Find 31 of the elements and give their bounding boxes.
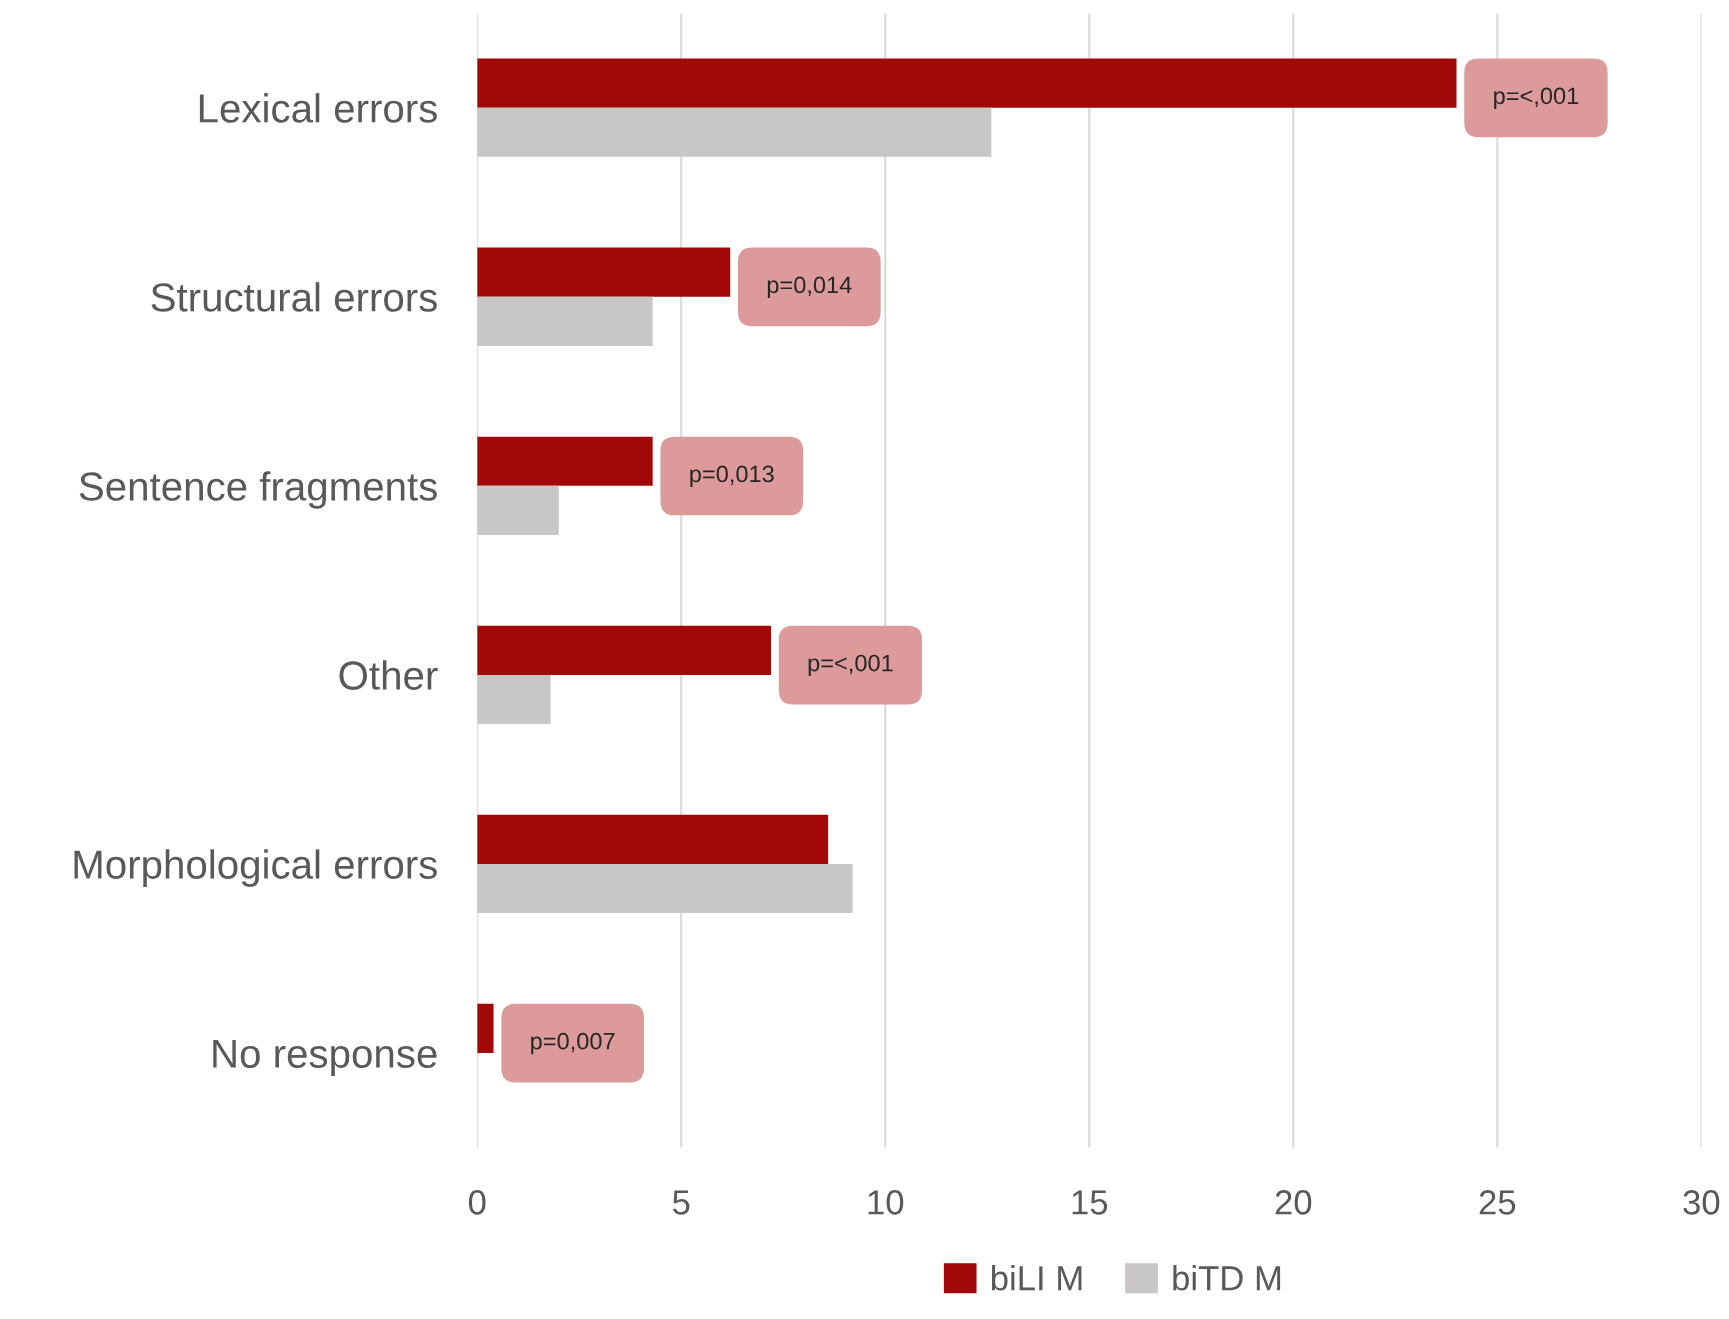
x-tick-label: 20 bbox=[1275, 1190, 1312, 1215]
x-tick-label: 15 bbox=[1072, 1190, 1108, 1215]
legend-label: biTD M bbox=[1173, 1265, 1281, 1291]
bar bbox=[477, 863, 853, 914]
bar bbox=[477, 814, 829, 864]
x-tick-label: 30 bbox=[1683, 1190, 1720, 1215]
y-tick-label: Other bbox=[339, 660, 438, 690]
bar bbox=[477, 625, 771, 675]
y-tick-label: No response bbox=[213, 1039, 437, 1076]
bar bbox=[477, 485, 559, 535]
legend-label: biLI M bbox=[991, 1265, 1082, 1291]
x-tick-label: 25 bbox=[1479, 1190, 1516, 1215]
annotation: p=<,001 bbox=[808, 654, 893, 677]
y-tick-label: Sentence fragments bbox=[79, 471, 437, 509]
annotation: p=0,007 bbox=[531, 1032, 615, 1055]
bar bbox=[477, 107, 992, 157]
bar bbox=[477, 1003, 494, 1053]
annotation: p=0,013 bbox=[690, 465, 774, 488]
bar bbox=[477, 296, 653, 346]
y-tick-label: Morphological errors bbox=[74, 849, 437, 887]
x-tick-label: 5 bbox=[672, 1190, 690, 1215]
annotation: p=<,001 bbox=[1494, 87, 1579, 109]
annotation: p=0,014 bbox=[767, 276, 852, 298]
y-tick-label: Lexical errors bbox=[199, 93, 437, 123]
x-tick-label: 10 bbox=[868, 1190, 904, 1215]
bar bbox=[477, 436, 653, 486]
bar bbox=[477, 674, 551, 725]
y-tick-label: Structural errors bbox=[151, 282, 437, 312]
bar bbox=[477, 58, 1457, 108]
x-tick-label: 0 bbox=[468, 1190, 486, 1215]
bar bbox=[477, 247, 731, 297]
